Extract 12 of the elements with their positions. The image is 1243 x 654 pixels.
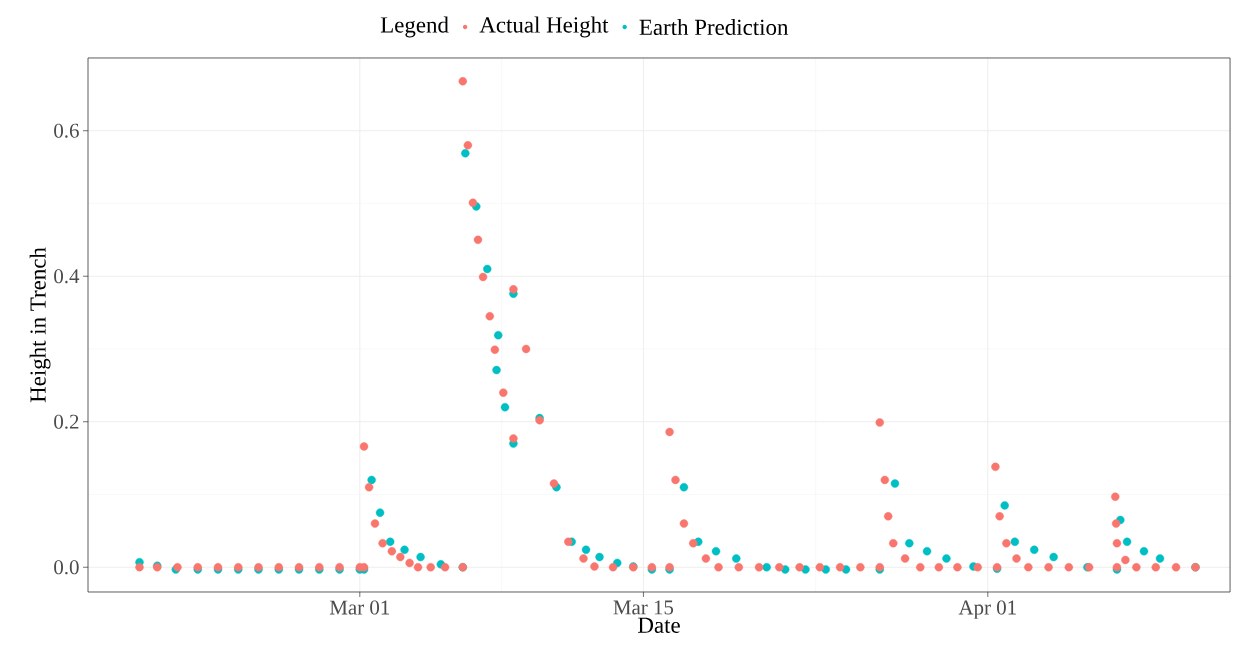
y-tick-label: 0.6 bbox=[54, 123, 79, 138]
x-axis-title: Date bbox=[638, 617, 680, 633]
y-tick-label: 0.2 bbox=[54, 414, 79, 429]
x-tick-label: Mar 01 bbox=[329, 600, 390, 615]
y-tick-label: 0.4 bbox=[54, 269, 80, 284]
legend-label: Earth Prediction bbox=[639, 18, 789, 36]
y-tick-label: 0.0 bbox=[54, 560, 79, 575]
x-tick-label: Mar 15 bbox=[613, 600, 674, 615]
legend-title: Legend bbox=[380, 16, 449, 38]
x-tick-label: Apr 01 bbox=[958, 600, 1016, 619]
y-axis-title: Height in Trench bbox=[29, 247, 51, 403]
legend-label: Actual Height bbox=[479, 16, 609, 38]
